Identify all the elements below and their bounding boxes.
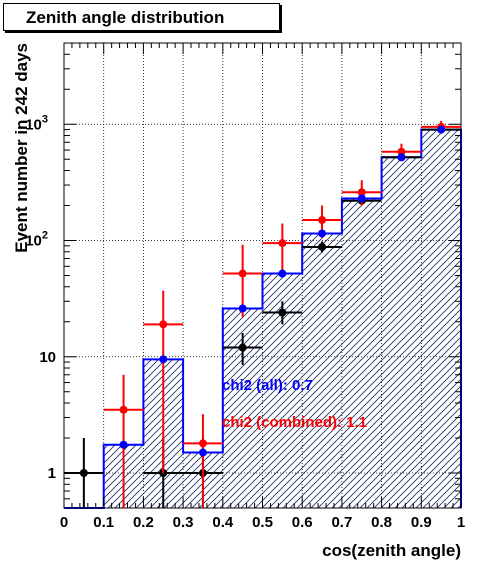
data-point [278,239,287,248]
y-tick-label: 103 [25,113,48,133]
x-tick-label: 0.1 [93,514,114,531]
chart-labels: 0 0.1 0.2 0.3 0.4 0.5 0.6 0.7 0.8 0.9 1 1 10 102 103 co… [12,43,465,560]
x-tick-label: 0.9 [411,514,432,531]
data-point [278,308,287,317]
x-tick-label: 0.8 [371,514,392,531]
y-tick-label: 1 [48,465,56,482]
axes [63,42,462,509]
data-point [119,440,128,449]
chart-title-box: Zenith angle distribution [3,3,280,31]
data-point [397,147,406,156]
chi2-annotation: chi2 (all): 0.7 [222,377,313,394]
x-tick-label: 0.5 [252,514,273,531]
data-point [238,304,247,313]
data-point [437,125,446,134]
data-point [238,343,247,352]
y-tick-label: 10 [39,349,56,366]
y-axis-title: Event number in 242 days [12,43,31,253]
data-point [119,405,128,414]
x-tick-label: 0 [60,514,68,531]
y-tick-label: 102 [25,230,48,250]
x-tick-label: 0.2 [133,514,154,531]
data-point [159,355,168,364]
data-point [79,469,88,478]
x-axis-title: cos(zenith angle) [322,541,461,560]
data-point [318,242,327,251]
data-point [198,448,207,457]
chi2-annotation: chi2 (combined): 1.1 [222,414,367,431]
x-tick-label: 0.6 [292,514,313,531]
data-point [238,269,247,278]
data-point [159,320,168,329]
x-tick-label: 0.4 [212,514,234,531]
data-point [318,229,327,238]
data-points [64,120,461,508]
chart-title: Zenith angle distribution [26,8,225,27]
data-point [278,269,287,278]
data-point [198,439,207,448]
data-point [357,188,366,197]
data-point [357,194,366,203]
x-tick-label: 0.7 [331,514,352,531]
x-tick-label: 1 [457,514,465,531]
data-point [318,216,327,225]
data-point [397,153,406,162]
x-tick-label: 0.3 [173,514,194,531]
